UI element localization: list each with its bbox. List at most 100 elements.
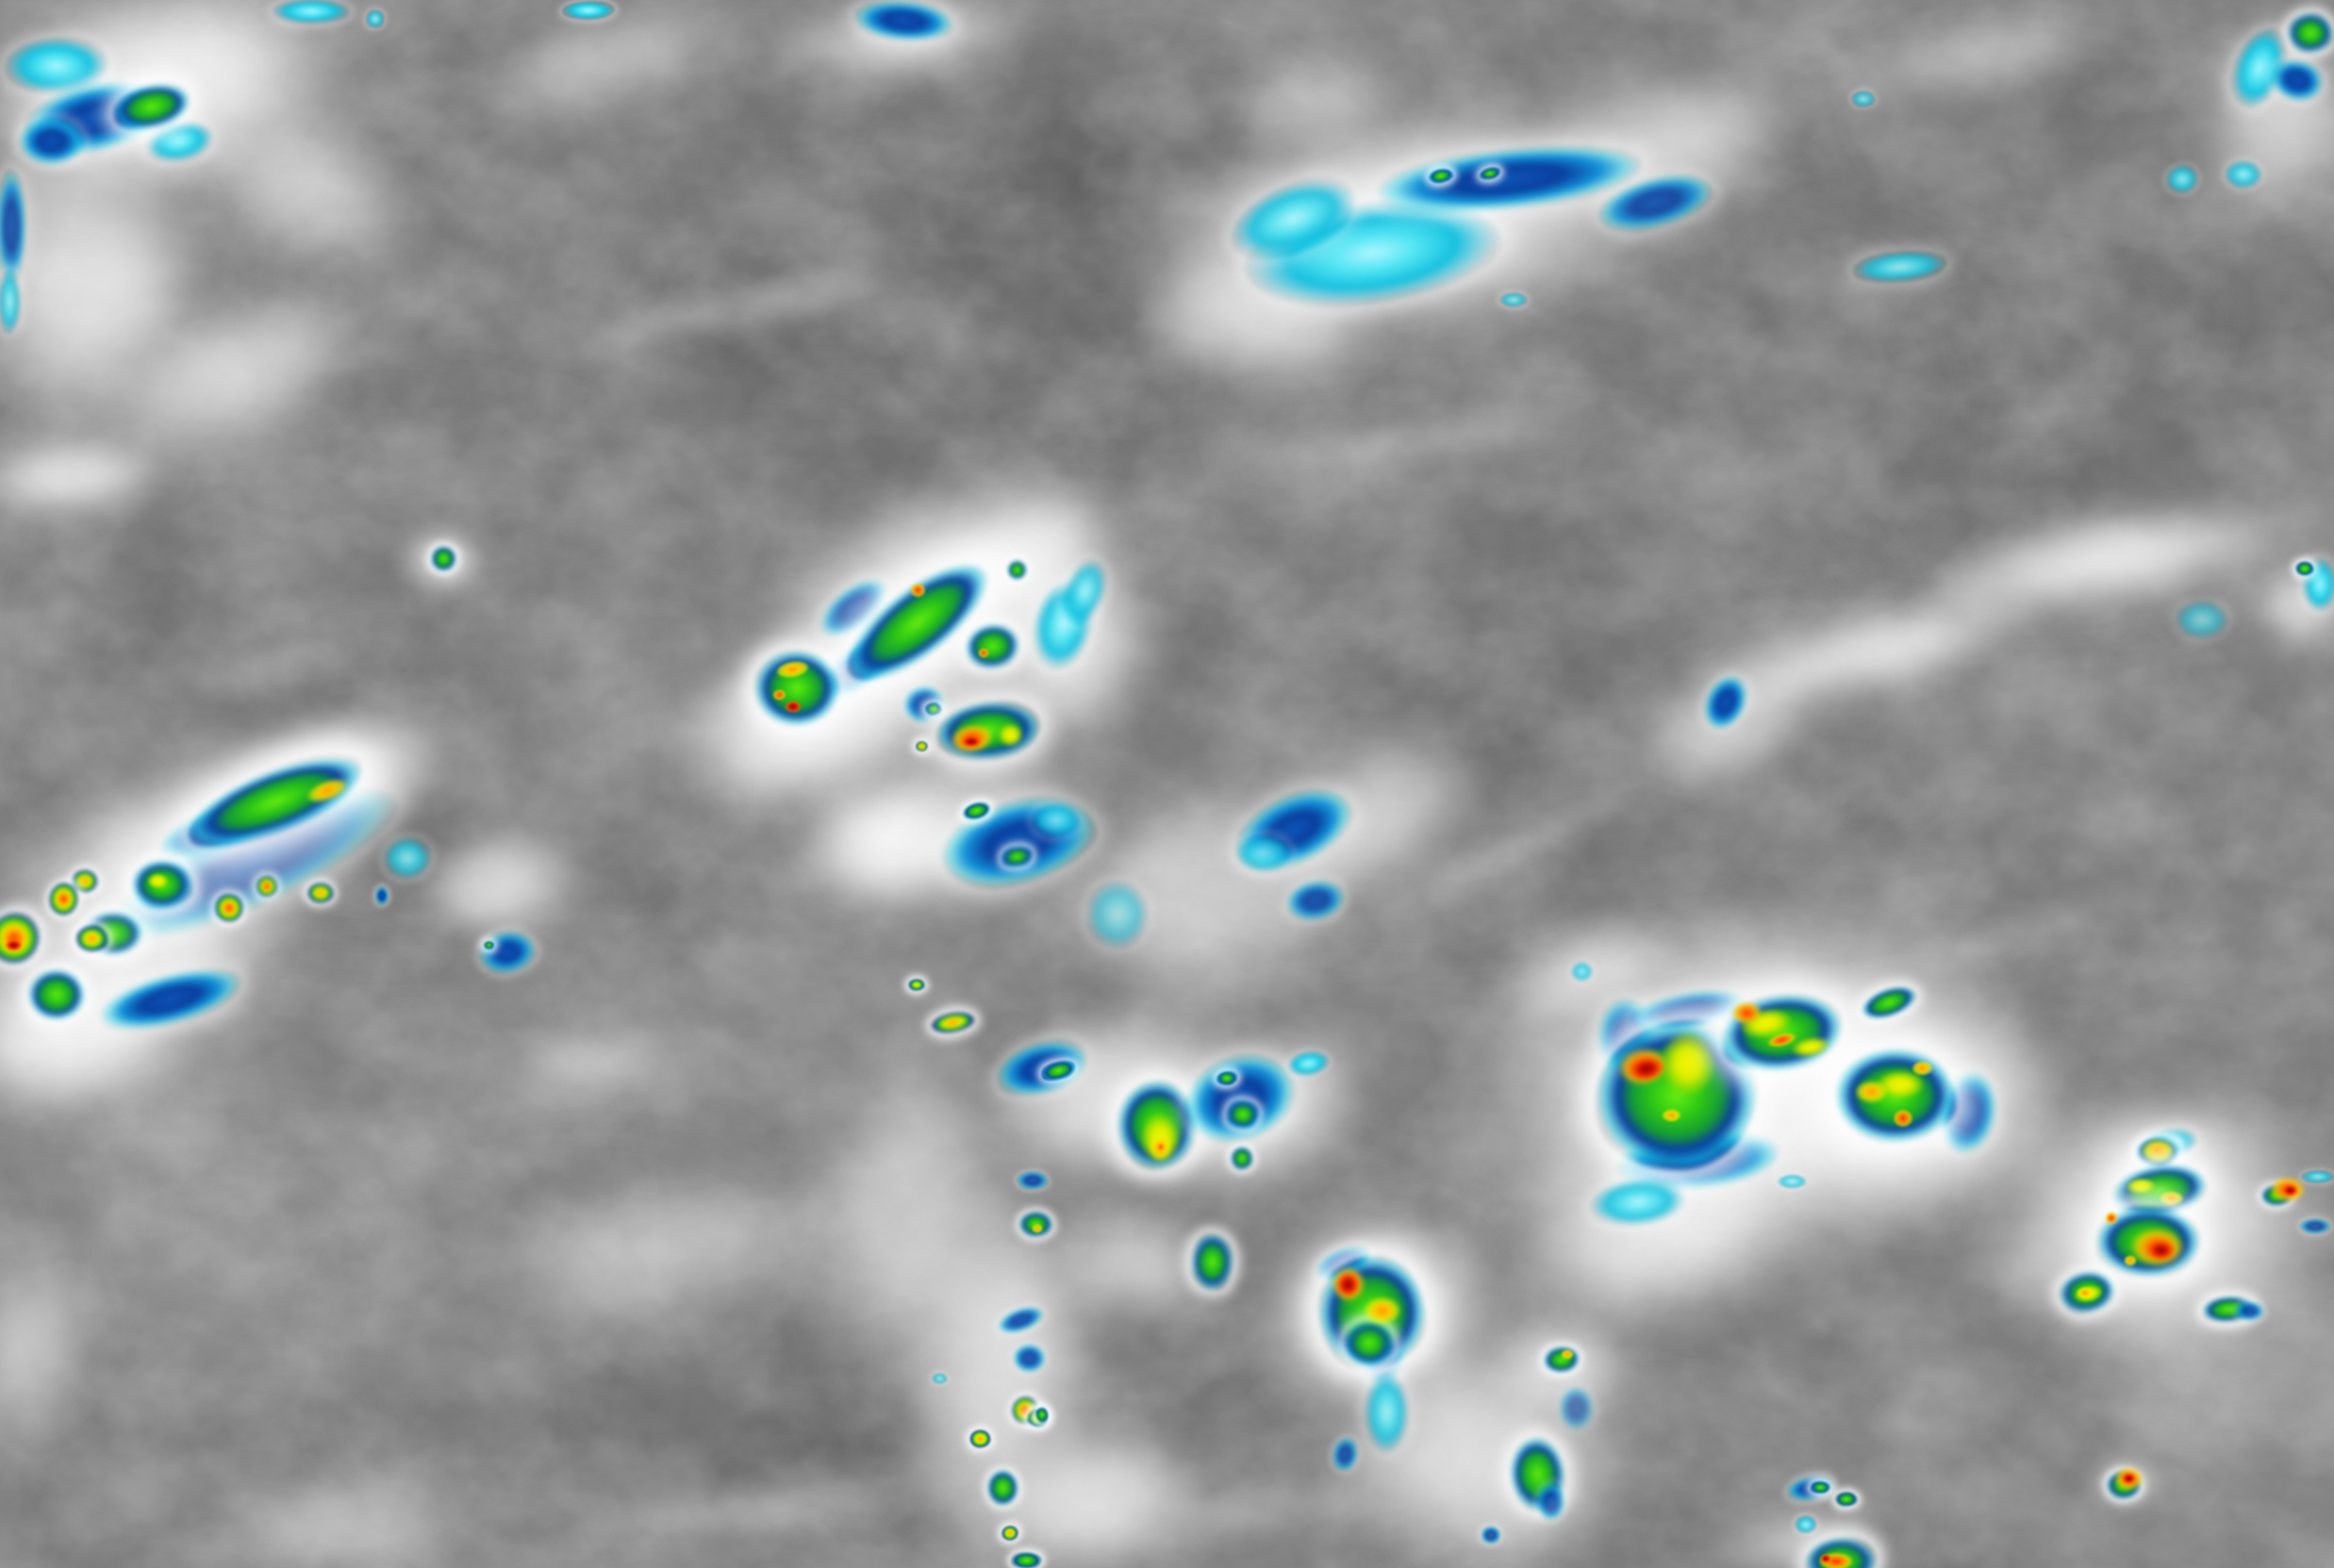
ir-cell-coredarkred (4, 938, 23, 951)
ir-cell-cyan (2166, 165, 2198, 193)
ir-cell-cyan (1588, 1174, 1688, 1230)
ir-cell-navy (92, 956, 247, 1043)
ir-cell-coreorange (2158, 1191, 2184, 1206)
ir-cell-green (1810, 1480, 1830, 1494)
ir-cell-navy (375, 886, 389, 905)
ir-cell-green (1227, 1100, 1259, 1129)
ir-cell-coredarkred (961, 734, 982, 748)
ir-cell-coreyellow (2125, 1178, 2157, 1195)
ir-cell-green (1035, 1406, 1049, 1423)
ir-cell-orange (1001, 1526, 1018, 1541)
ir-cell-red (48, 882, 78, 916)
ir-cell-green (961, 619, 1023, 673)
ir-cell-cyan (931, 1373, 948, 1384)
ir-cell-navy (1535, 1481, 1565, 1521)
ir-cell-navy (0, 170, 26, 283)
ir-cell-corered (978, 647, 989, 658)
ir-cell-coreorange (1911, 1061, 1933, 1076)
ir-cell-green (1542, 1345, 1581, 1375)
ir-cell-coreorange (1364, 1296, 1401, 1325)
ir-cell-corered (771, 689, 786, 701)
ir-cell-coreyellow (1660, 1031, 1716, 1097)
ir-cell-cyan (366, 9, 385, 28)
ir-cell-coreorange (1661, 1109, 1681, 1122)
ir-cell-green (925, 702, 942, 716)
ir-cell-cyan (2301, 1170, 2334, 1183)
ir-cell-green (1857, 980, 1921, 1025)
ir-cell-cyan (1570, 961, 1593, 982)
ir-cell-navy (1283, 875, 1349, 926)
ir-cell-navy (852, 0, 955, 45)
ir-cell-green (1217, 1070, 1237, 1085)
ir-cell-navy (2234, 1300, 2264, 1321)
ir-cell-green (1010, 1552, 1042, 1568)
ir-cell-coreorange (2124, 1255, 2137, 1266)
ir-cell-cyan (1851, 91, 1876, 107)
ir-cell-green (28, 969, 85, 1020)
ir-cell-cyan (1795, 1515, 1817, 1534)
ir-cell-corered (909, 583, 926, 598)
ir-cell-coreorange (1032, 1224, 1043, 1233)
ir-cell-coreorange (2141, 1138, 2175, 1163)
ir-cell-coreorange (1854, 1081, 1888, 1103)
ir-cell-cyan (562, 1, 615, 20)
ir-cell-navy (1481, 1526, 1501, 1544)
ir-cell-green (986, 1470, 1018, 1506)
ir-cell-coredarkred (785, 700, 802, 713)
ir-cell-coredarkred (1820, 1554, 1831, 1563)
ir-cell-cyan (1499, 292, 1528, 307)
ir-cell-navy (1696, 668, 1756, 737)
ir-cell-red (215, 894, 243, 922)
ir-cell-coredarkred (2121, 1473, 2136, 1484)
ir-cell-green (1191, 1233, 1233, 1290)
ir-cell-cyan (1086, 881, 1149, 949)
ir-cell-orange (915, 740, 928, 751)
ir-cell-navy (19, 118, 85, 165)
ir-cell-navy (1329, 1434, 1361, 1474)
ir-cell-coreyellow (146, 872, 169, 889)
ir-cell-cyan (1776, 1174, 1808, 1189)
ir-cell-corered (1893, 1109, 1913, 1128)
ir-cell-green (1835, 1492, 1858, 1507)
ir-cell-green (2288, 13, 2333, 53)
ir-cell-navy (931, 781, 1106, 903)
ir-cell-green (1002, 555, 1031, 584)
ir-cell-navy (993, 1301, 1048, 1339)
ir-cell-cyan (1235, 834, 1292, 872)
ir-cell-navy (1222, 772, 1366, 887)
ir-cell-green (2295, 561, 2314, 576)
ir-cell-orange (307, 883, 334, 903)
ir-cell-navy (1017, 1171, 1049, 1190)
ir-cell-orange (74, 924, 108, 952)
ir-cell-corered (1156, 1141, 1166, 1152)
ir-cell-coredarkred (2281, 1183, 2298, 1197)
ir-cell-navy (1012, 1343, 1046, 1373)
ir-cell-cyan (1851, 247, 1949, 287)
ir-cell-coreyellow (997, 722, 1023, 747)
ir-cell-green (483, 940, 494, 949)
ir-cell-cyan (2176, 601, 2228, 638)
ir-cell-coreorange (1561, 1348, 1574, 1360)
ir-cell-cyan (0, 269, 21, 335)
ir-cell-cyan (1032, 803, 1081, 837)
ir-cell-orange (968, 1429, 991, 1448)
ir-cell-green (1345, 1320, 1394, 1365)
ir-cell-cyan (384, 837, 431, 879)
ir-cell-navy (475, 927, 539, 978)
ir-cell-navy (2299, 1217, 2331, 1234)
ir-cell-red (257, 876, 277, 897)
ir-cell-coreorange (2077, 1287, 2094, 1298)
ir-cell-cyan (273, 0, 350, 24)
ir-cell-red (0, 913, 40, 964)
ir-cell-cyan (1364, 1372, 1409, 1453)
ir-cell-cyan (2225, 160, 2262, 189)
ir-cell-green (430, 545, 456, 571)
ir-cell-corered (1730, 1000, 1763, 1025)
ir-cell-navy (1558, 1385, 1594, 1430)
ir-cell-orange (929, 1008, 976, 1036)
ir-cell-coredarkred (2145, 1240, 2176, 1261)
ir-cell-coredarkred (1335, 1271, 1360, 1297)
ir-cell-green (1231, 1146, 1253, 1170)
